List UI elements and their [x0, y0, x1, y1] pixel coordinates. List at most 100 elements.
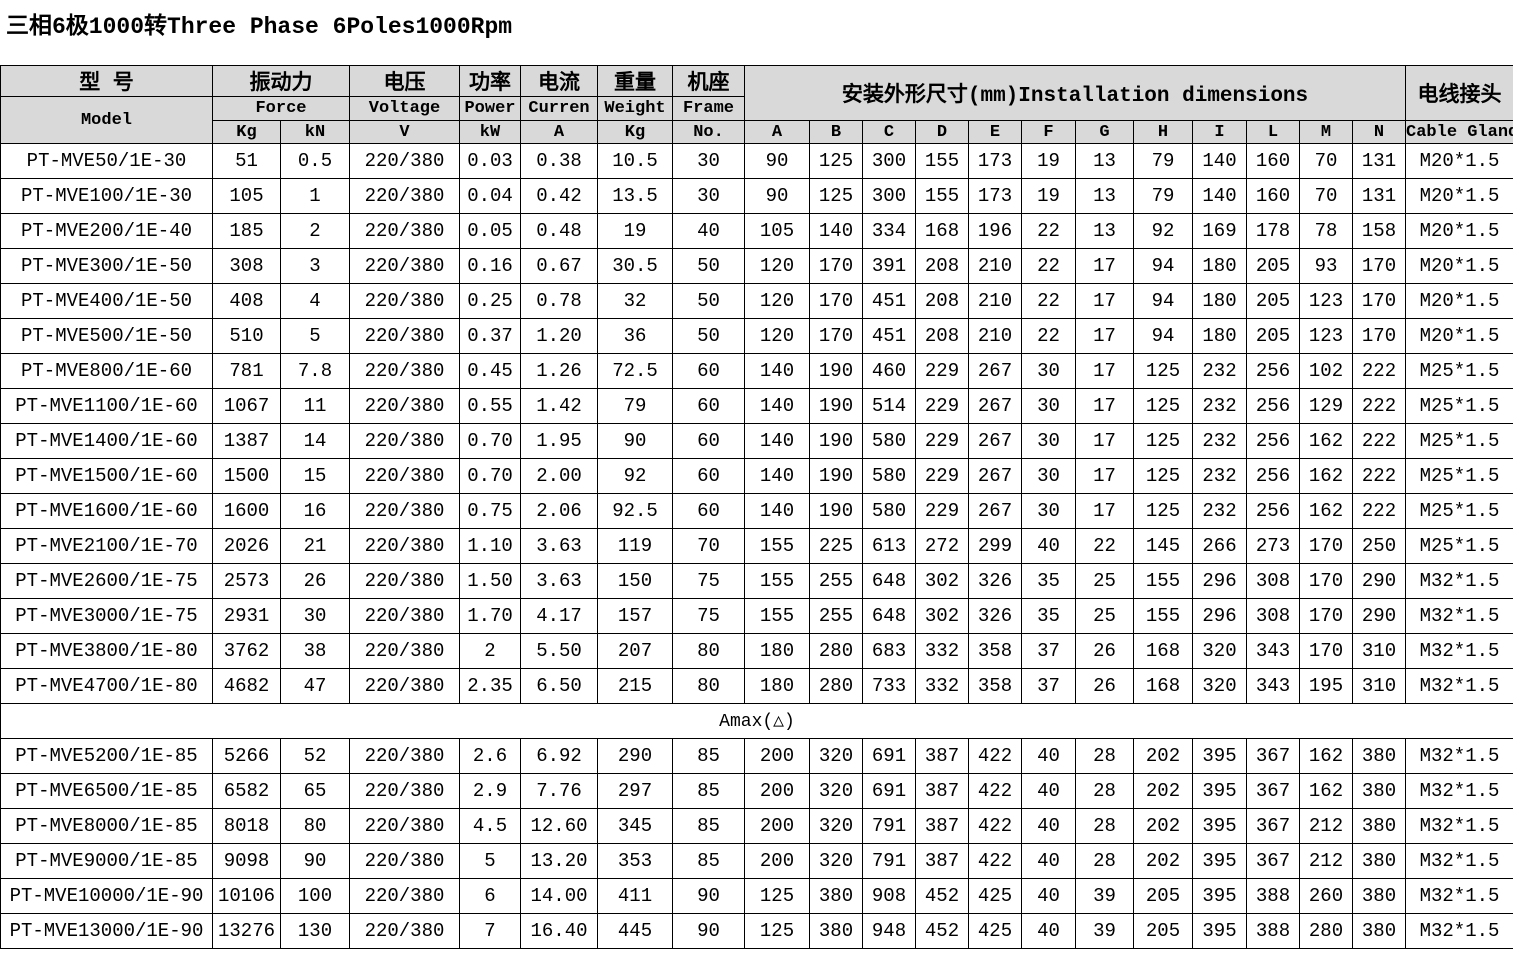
value-cell: 185 — [212, 213, 281, 249]
value-cell: 162 — [1299, 423, 1353, 459]
value-cell: 200 — [744, 738, 810, 774]
value-cell: 125 — [744, 913, 810, 949]
value-cell: 5 — [459, 843, 521, 879]
header-weight-en: Weight — [597, 96, 673, 121]
table-row: PT-MVE1400/1E-60 1387 14 220/380 0.70 1.95 90 6… — [0, 423, 1513, 459]
value-cell: 202 — [1133, 738, 1193, 774]
value-cell: 3 — [280, 248, 350, 284]
value-cell: 380 — [1351, 738, 1407, 774]
value-cell: 388 — [1246, 878, 1300, 914]
value-cell: 19 — [597, 213, 673, 249]
value-cell: 4 — [280, 283, 350, 319]
value-cell: 0.55 — [459, 388, 521, 424]
value-cell: 90 — [672, 878, 745, 914]
value-cell: 220/380 — [349, 773, 460, 809]
value-cell: M25*1.5 — [1405, 528, 1513, 564]
value-cell: 40 — [1021, 528, 1076, 564]
value-cell: 0.70 — [459, 458, 521, 494]
value-cell: 70 — [1299, 178, 1353, 214]
table-row: PT-MVE1100/1E-60 1067 11 220/380 0.55 1.42 79 6… — [0, 388, 1513, 424]
value-cell: 0.38 — [520, 143, 598, 179]
value-cell: 92 — [597, 458, 673, 494]
value-cell: 210 — [968, 248, 1022, 284]
value-cell: 5.50 — [520, 633, 598, 669]
value-cell: 140 — [1192, 178, 1247, 214]
value-cell: 222 — [1351, 353, 1407, 389]
value-cell: 90 — [280, 843, 350, 879]
value-cell: 65 — [280, 773, 350, 809]
value-cell: 90 — [672, 913, 745, 949]
value-cell: 30 — [1021, 388, 1076, 424]
value-cell: 0.16 — [459, 248, 521, 284]
table-row: PT-MVE800/1E-60 781 7.8 220/380 0.45 1.26 72.5… — [0, 353, 1513, 389]
value-cell: 155 — [1133, 598, 1193, 634]
value-cell: 25 — [1075, 563, 1134, 599]
value-cell: 125 — [1133, 458, 1193, 494]
value-cell: 205 — [1246, 283, 1300, 319]
value-cell: 220/380 — [349, 248, 460, 284]
value-cell: 12.60 — [520, 808, 598, 844]
value-cell: 129 — [1299, 388, 1353, 424]
value-cell: 580 — [862, 458, 916, 494]
value-cell: 297 — [597, 773, 673, 809]
table-row: PT-MVE10000/1E-90 10106 100 220/380 6 14.00 41… — [0, 878, 1513, 914]
header-dim-f: F — [1021, 120, 1076, 144]
value-cell: M25*1.5 — [1405, 458, 1513, 494]
value-cell: 125 — [809, 178, 863, 214]
value-cell: 1.26 — [520, 353, 598, 389]
value-cell: 125 — [1133, 493, 1193, 529]
value-cell: 162 — [1299, 493, 1353, 529]
value-cell: 202 — [1133, 843, 1193, 879]
table-row: PT-MVE100/1E-30 105 1 220/380 0.04 0.42 13.5 30… — [0, 178, 1513, 214]
value-cell: 422 — [968, 843, 1022, 879]
table-row: PT-MVE4700/1E-80 4682 47 220/380 2.35 6.50 215… — [0, 668, 1513, 704]
value-cell: 173 — [968, 178, 1022, 214]
value-cell: 16 — [280, 493, 350, 529]
value-cell: 180 — [1192, 248, 1247, 284]
model-cell: PT-MVE1400/1E-60 — [0, 423, 213, 459]
value-cell: 0.67 — [520, 248, 598, 284]
value-cell: 170 — [1351, 318, 1407, 354]
value-cell: 17 — [1075, 458, 1134, 494]
value-cell: 4.17 — [520, 598, 598, 634]
value-cell: 170 — [1299, 528, 1353, 564]
value-cell: 196 — [968, 213, 1022, 249]
value-cell: 222 — [1351, 458, 1407, 494]
value-cell: 80 — [280, 808, 350, 844]
value-cell: 2 — [280, 213, 350, 249]
value-cell: 170 — [809, 248, 863, 284]
value-cell: 300 — [862, 178, 916, 214]
value-cell: 22 — [1021, 248, 1076, 284]
value-cell: 85 — [672, 808, 745, 844]
value-cell: 162 — [1299, 458, 1353, 494]
value-cell: 308 — [212, 248, 281, 284]
value-cell: 220/380 — [349, 878, 460, 914]
value-cell: 70 — [672, 528, 745, 564]
value-cell: 229 — [915, 493, 969, 529]
value-cell: 2.35 — [459, 668, 521, 704]
value-cell: 320 — [809, 808, 863, 844]
value-cell: 75 — [672, 563, 745, 599]
value-cell: 310 — [1351, 668, 1407, 704]
value-cell: 180 — [1192, 318, 1247, 354]
value-cell: 272 — [915, 528, 969, 564]
value-cell: 229 — [915, 458, 969, 494]
table-row: PT-MVE3800/1E-80 3762 38 220/380 2 5.50 207 80 1… — [0, 633, 1513, 669]
value-cell: 37 — [1021, 668, 1076, 704]
value-cell: 220/380 — [349, 843, 460, 879]
value-cell: 220/380 — [349, 528, 460, 564]
table-row: PT-MVE1600/1E-60 1600 16 220/380 0.75 2.06 92.… — [0, 493, 1513, 529]
value-cell: 190 — [809, 493, 863, 529]
value-cell: 205 — [1246, 248, 1300, 284]
value-cell: 28 — [1075, 843, 1134, 879]
value-cell: M32*1.5 — [1405, 668, 1513, 704]
value-cell: 781 — [212, 353, 281, 389]
table-row: PT-MVE1500/1E-60 1500 15 220/380 0.70 2.00 92 6… — [0, 458, 1513, 494]
value-cell: 1600 — [212, 493, 281, 529]
table-row: PT-MVE13000/1E-90 13276 130 220/380 7 16.40 44… — [0, 913, 1513, 949]
value-cell: 102 — [1299, 353, 1353, 389]
value-cell: 30 — [672, 178, 745, 214]
value-cell: 510 — [212, 318, 281, 354]
value-cell: 395 — [1192, 878, 1247, 914]
value-cell: 212 — [1299, 843, 1353, 879]
